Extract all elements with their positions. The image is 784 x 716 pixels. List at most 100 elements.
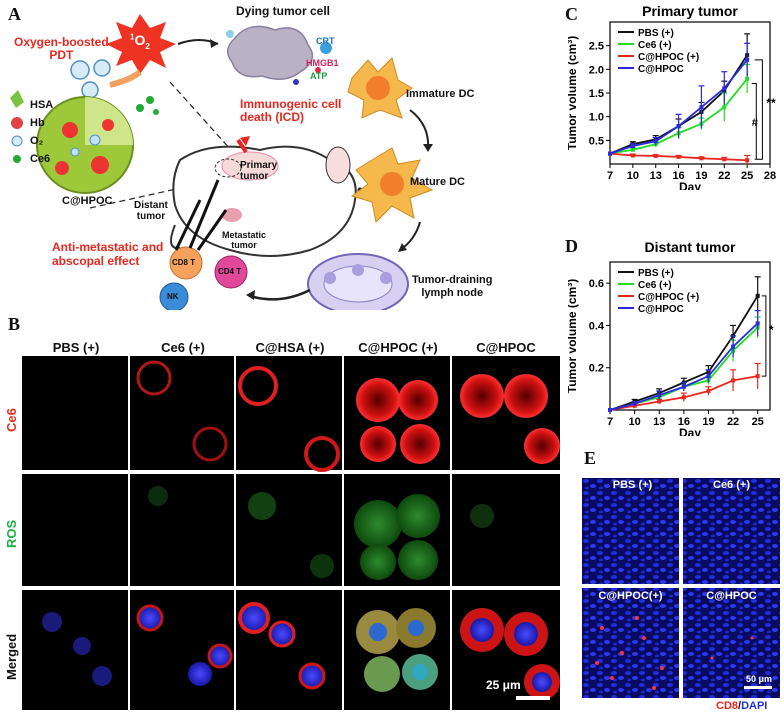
data-point — [755, 293, 760, 298]
e-label-chpoc-plus: C@HPOC(+) — [598, 590, 663, 602]
scale-label-e: 50 μm — [746, 674, 773, 684]
tile-pbs-ce6 — [22, 356, 128, 470]
row-label-merged: Merged — [4, 633, 19, 680]
stain-legend: CD8/DAPI — [716, 700, 768, 712]
sig-bracket — [754, 59, 763, 160]
label-icd: Immunogenic cell death (ICD) — [240, 97, 342, 124]
tile-row-ros — [22, 474, 560, 586]
e-label-ce6: Ce6 (+) — [713, 479, 750, 491]
row-label-ros: ROS — [4, 519, 19, 548]
tile-ce6-ros — [130, 474, 234, 586]
label-cd8-t: CD8 T — [172, 258, 196, 267]
tile-e-chpoc — [683, 588, 780, 698]
arrow-attack-2 — [188, 179, 220, 249]
data-point — [657, 399, 662, 404]
data-point — [657, 393, 662, 398]
y-tick-label: 0.6 — [589, 278, 604, 290]
legend-label: PBS (+) — [638, 268, 674, 279]
label-oxygen-boosted-pdt: Oxygen-boosted PDT — [14, 35, 109, 62]
hb-icon — [11, 117, 23, 129]
sig-mark: ** — [766, 96, 776, 110]
e-label-pbs: PBS (+) — [612, 479, 653, 491]
chart-primary-tumor: Primary tumor 7 10 13 16 19 22 25 28 0.5 1.0 1.5 2.0… — [568, 3, 776, 190]
data-point — [706, 388, 711, 393]
label-crt: CRT — [316, 36, 335, 46]
schematic-diagram — [10, 14, 434, 310]
label-distant-tumor: Distant tumor — [134, 200, 168, 222]
legend-label: C@HPOC — [638, 64, 684, 75]
orange-arrow — [109, 69, 142, 88]
x-axis-label: Day — [679, 426, 701, 436]
label-anti-metastatic: Anti-metastatic and abscopal effect — [52, 240, 164, 268]
plot-frame — [609, 261, 771, 411]
primary-tumor-mark — [214, 158, 242, 178]
col-header-ce6: Ce6 (+) — [161, 340, 205, 355]
immature-dc — [347, 57, 413, 119]
data-point — [608, 408, 612, 412]
dying-tumor-cell — [226, 25, 314, 80]
chart-title: Distant tumor — [645, 239, 737, 255]
x-tick-label: 13 — [650, 170, 662, 182]
scale-label-b: 25 μm — [486, 678, 521, 692]
data-point — [745, 158, 750, 163]
tile-chpoc-plus-merged — [344, 590, 450, 710]
data-point — [745, 57, 750, 62]
y-tick-label: 0.4 — [589, 320, 605, 332]
y-tick-label: 0.5 — [589, 135, 604, 147]
tile-chpoc-ros — [452, 474, 560, 586]
data-point — [676, 124, 681, 129]
tile-row-ce6 — [22, 356, 560, 472]
x-tick-label: 28 — [764, 170, 776, 182]
label-hmgb1: HMGB1 — [306, 58, 339, 68]
panel-label-d: D — [565, 236, 578, 256]
microscopy-grid — [22, 356, 560, 710]
label-dying-tumor-cell: Dying tumor cell — [236, 4, 331, 18]
panel-label-e: E — [584, 448, 597, 468]
col-header-pbs: PBS (+) — [52, 340, 100, 355]
label-nk: NK — [167, 292, 179, 301]
panel-label-b: B — [8, 314, 21, 334]
data-point — [653, 153, 658, 158]
singlet-oxygen-burst — [106, 14, 176, 74]
x-tick-label: 13 — [653, 416, 665, 428]
x-tick-label: 10 — [628, 416, 640, 428]
sig-bracket — [761, 295, 767, 377]
legend-label: Ce6 (+) — [638, 40, 672, 51]
label-primary-tumor: Primary tumor — [240, 160, 278, 182]
data-point — [722, 86, 727, 91]
y-axis-label: Tumor volume (cm³) — [568, 36, 579, 150]
row-label-ce6: Ce6 — [4, 408, 19, 432]
tile-e-ce6 — [683, 478, 780, 584]
tile-chsa-ce6 — [236, 356, 342, 470]
scale-bar-b — [516, 696, 550, 700]
data-point — [653, 139, 658, 144]
scale-bar-e — [744, 686, 772, 689]
stain-dapi: DAPI — [741, 700, 768, 712]
data-point — [722, 157, 727, 162]
legend-label: C@HPOC (+) — [638, 292, 699, 303]
y-tick-label: 2.0 — [589, 64, 604, 76]
arrow-attack-1 — [174, 199, 202, 251]
sig-bracket — [751, 83, 757, 160]
legend-ce6: Ce6 — [30, 153, 51, 165]
oxygen-bubble — [81, 81, 99, 99]
data-point — [630, 147, 635, 152]
y-axis-label: Tumor volume (cm³) — [568, 279, 579, 393]
label-metastatic-tumor: Metastatic tumor — [222, 230, 267, 250]
label-nanoparticle: C@HPOC — [62, 195, 113, 207]
schematic-legend: HSA Hb O₂ Ce6 — [30, 96, 53, 168]
x-tick-label: 19 — [695, 170, 707, 182]
data-point — [731, 378, 736, 383]
label-immature-dc: Immature DC — [406, 88, 475, 100]
data-point — [755, 321, 760, 326]
x-tick-label: 22 — [727, 416, 739, 428]
data-point — [731, 344, 736, 349]
data-point — [681, 395, 686, 400]
arrow-attack-3 — [196, 209, 228, 251]
sig-mark: # — [752, 117, 758, 129]
x-tick-label: 25 — [741, 170, 753, 182]
chart-distant-tumor: Distant tumor 7 10 13 16 19 22 25 0.2 0.4 0.6 Day Tu… — [568, 239, 774, 436]
sig-mark: * — [769, 323, 774, 337]
data-point — [755, 374, 760, 379]
data-point — [745, 76, 750, 81]
